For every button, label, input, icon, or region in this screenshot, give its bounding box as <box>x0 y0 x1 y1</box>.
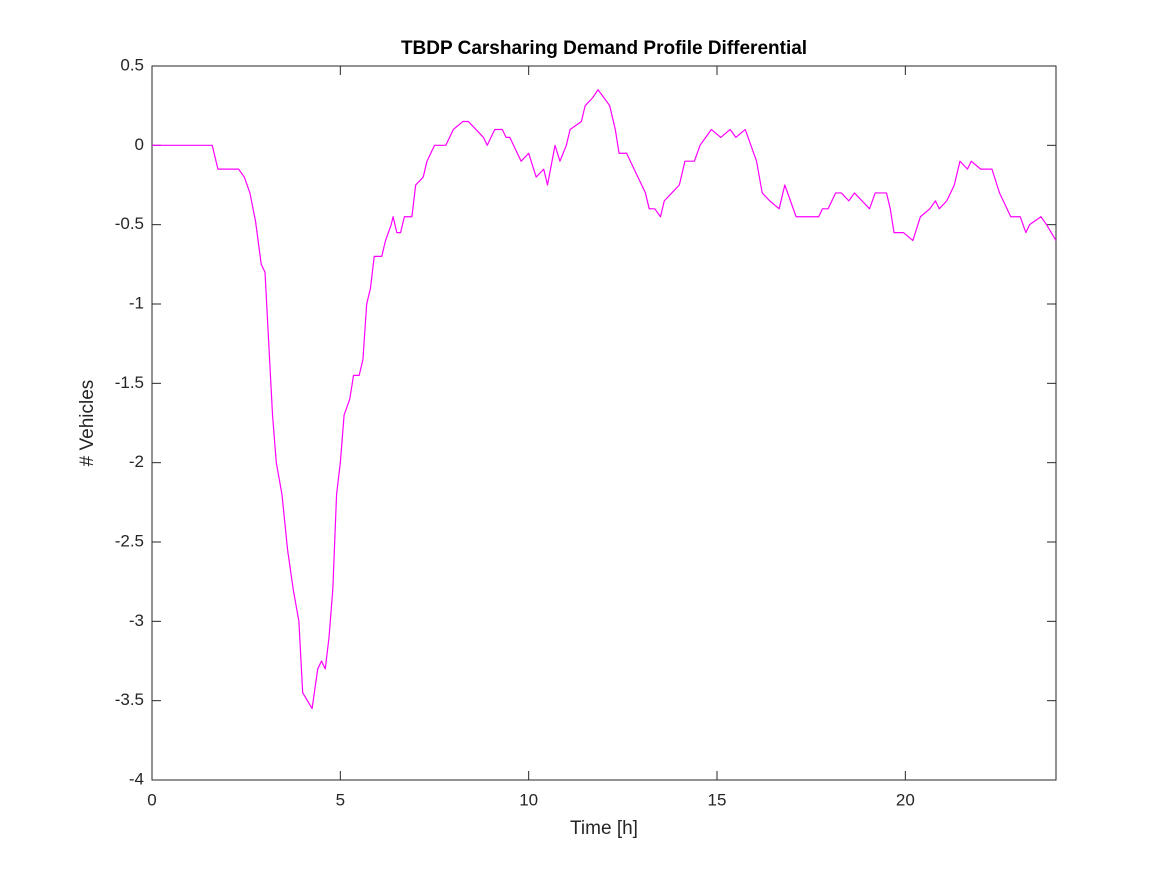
x-tick-label: 0 <box>147 790 156 809</box>
y-tick-label: -2.5 <box>115 531 144 550</box>
y-tick-label: -1 <box>129 293 144 312</box>
x-axis-label: Time [h] <box>570 818 638 839</box>
y-tick-label: -3.5 <box>115 690 144 709</box>
x-tick-label: 10 <box>519 790 538 809</box>
data-line <box>152 89 1057 710</box>
y-tick-label: -2 <box>129 452 144 471</box>
y-tick-label: 0 <box>135 135 144 154</box>
y-tick-label: -0.5 <box>115 214 144 233</box>
chart-title: TBDP Carsharing Demand Profile Different… <box>401 38 807 59</box>
plot-area <box>151 65 1057 781</box>
y-tick-label: -1.5 <box>115 373 144 392</box>
y-tick-label: -4 <box>129 769 144 788</box>
x-tick-label: 20 <box>896 790 915 809</box>
y-tick-label: -3 <box>129 611 144 630</box>
x-tick-label: 15 <box>708 790 727 809</box>
y-tick-label: 0.5 <box>120 55 144 74</box>
x-tick-label: 5 <box>336 790 345 809</box>
y-axis-label: # Vehicles <box>77 380 98 467</box>
